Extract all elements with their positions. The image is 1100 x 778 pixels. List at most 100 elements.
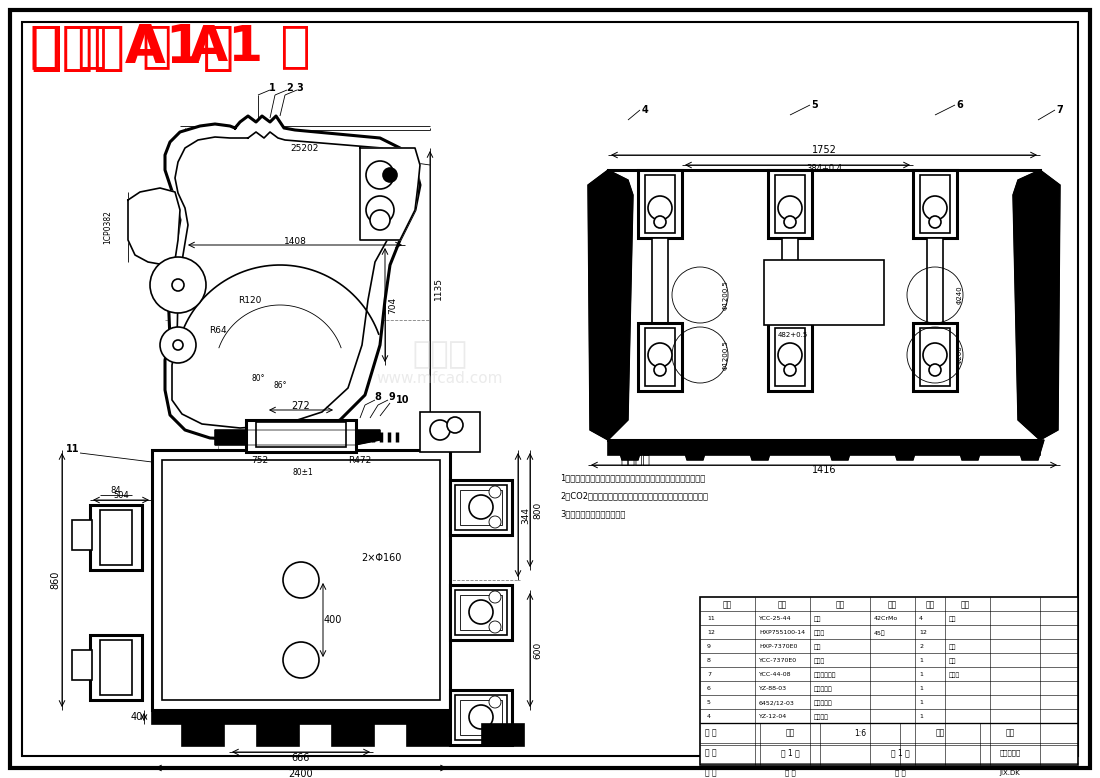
Bar — [645, 328, 675, 386]
Text: 斗齿销: 斗齿销 — [814, 630, 825, 636]
Circle shape — [648, 196, 672, 220]
Text: 铲斗左侧板: 铲斗左侧板 — [814, 700, 833, 706]
Text: 482+0.5: 482+0.5 — [778, 332, 808, 338]
Text: 第 1 张: 第 1 张 — [891, 748, 910, 758]
Text: 10: 10 — [396, 395, 409, 405]
Text: 1:6: 1:6 — [854, 728, 866, 738]
Bar — [100, 640, 132, 695]
Polygon shape — [1013, 170, 1060, 440]
Text: 860: 860 — [50, 571, 60, 589]
Bar — [460, 700, 502, 735]
Text: YZ-12-04: YZ-12-04 — [759, 714, 788, 720]
Text: 6: 6 — [957, 100, 964, 110]
Text: 80±1: 80±1 — [293, 468, 314, 476]
Text: 384+0.4: 384+0.4 — [806, 163, 842, 173]
Text: 4: 4 — [707, 714, 711, 720]
Circle shape — [173, 340, 183, 350]
Circle shape — [447, 417, 463, 433]
Bar — [768, 170, 812, 238]
Text: 斗齿: 斗齿 — [814, 616, 822, 622]
Bar — [332, 724, 374, 746]
Bar — [450, 480, 512, 535]
Text: 侧刃: 侧刃 — [814, 644, 822, 650]
Text: 单位：毫米: 单位：毫米 — [1000, 750, 1021, 756]
Text: 1: 1 — [918, 672, 923, 678]
Polygon shape — [826, 440, 854, 460]
Text: 12: 12 — [918, 630, 927, 636]
Bar — [776, 328, 805, 386]
Circle shape — [930, 216, 940, 228]
Text: Φ1200.5: Φ1200.5 — [723, 280, 729, 310]
Text: 饃斗（A1）: 饃斗（A1） — [30, 22, 234, 74]
Bar — [920, 328, 950, 386]
Bar — [450, 690, 512, 745]
Text: 7: 7 — [707, 672, 711, 678]
Circle shape — [383, 168, 397, 182]
Circle shape — [469, 495, 493, 519]
Bar — [460, 595, 502, 630]
Text: R120: R120 — [239, 296, 262, 304]
Text: 4: 4 — [641, 105, 648, 115]
Text: Φ240: Φ240 — [957, 286, 962, 304]
Circle shape — [366, 196, 394, 224]
Circle shape — [160, 327, 196, 363]
Circle shape — [490, 726, 500, 738]
Text: 1CP0382: 1CP0382 — [103, 210, 112, 244]
Text: 1: 1 — [918, 714, 923, 720]
Bar — [482, 724, 524, 746]
Polygon shape — [746, 440, 774, 460]
Text: 审 核: 审 核 — [705, 769, 716, 777]
Bar — [920, 175, 950, 233]
Text: 共 页: 共 页 — [784, 769, 795, 776]
Text: Φ1200.5: Φ1200.5 — [723, 340, 729, 370]
Bar — [162, 460, 440, 700]
Circle shape — [283, 562, 319, 598]
Text: 400: 400 — [323, 615, 342, 625]
Text: 666: 666 — [292, 753, 310, 763]
Text: 2: 2 — [287, 83, 294, 93]
Text: YCC-25-44: YCC-25-44 — [759, 616, 792, 622]
Text: 1: 1 — [918, 658, 923, 664]
Circle shape — [784, 216, 796, 228]
Text: 344: 344 — [521, 506, 530, 524]
Text: 切割板顶板组: 切割板顶板组 — [814, 672, 836, 678]
Text: 铲斗: 铲斗 — [935, 728, 945, 738]
Text: 42CrMo: 42CrMo — [874, 616, 899, 622]
Text: www.mfcad.com: www.mfcad.com — [376, 370, 504, 386]
Bar — [257, 724, 299, 746]
Text: 800: 800 — [534, 501, 542, 519]
Polygon shape — [588, 170, 632, 440]
Bar — [645, 175, 675, 233]
Text: 9: 9 — [707, 644, 711, 650]
Text: 3、斗齿根据实际要求锻造。: 3、斗齿根据实际要求锻造。 — [560, 510, 626, 518]
Text: YCC-7370E0: YCC-7370E0 — [759, 658, 797, 664]
Circle shape — [150, 257, 206, 313]
Circle shape — [469, 600, 493, 624]
Circle shape — [283, 642, 319, 678]
Circle shape — [490, 696, 500, 708]
Bar — [152, 450, 450, 710]
Text: 86°: 86° — [273, 380, 287, 390]
Polygon shape — [165, 116, 420, 440]
Circle shape — [490, 516, 500, 528]
Text: 铸钢: 铸钢 — [949, 644, 957, 650]
Bar — [100, 510, 132, 565]
Text: 504: 504 — [113, 490, 129, 499]
Bar — [700, 597, 1078, 765]
Text: 3: 3 — [297, 83, 304, 93]
Text: 11: 11 — [707, 616, 715, 622]
Text: 1: 1 — [268, 83, 275, 93]
Text: 8: 8 — [375, 392, 382, 402]
Polygon shape — [681, 440, 710, 460]
Text: 第 页: 第 页 — [894, 769, 905, 776]
Text: 272: 272 — [292, 401, 310, 411]
Polygon shape — [128, 188, 180, 265]
Circle shape — [490, 621, 500, 633]
Bar — [460, 490, 502, 525]
Circle shape — [784, 364, 796, 376]
Text: 40: 40 — [131, 712, 143, 722]
Text: 材料: 材料 — [888, 601, 896, 609]
Text: 设 计: 设 计 — [705, 728, 716, 738]
Text: YZ-88-03: YZ-88-03 — [759, 686, 788, 692]
Text: 铸钢组: 铸钢组 — [949, 672, 960, 678]
